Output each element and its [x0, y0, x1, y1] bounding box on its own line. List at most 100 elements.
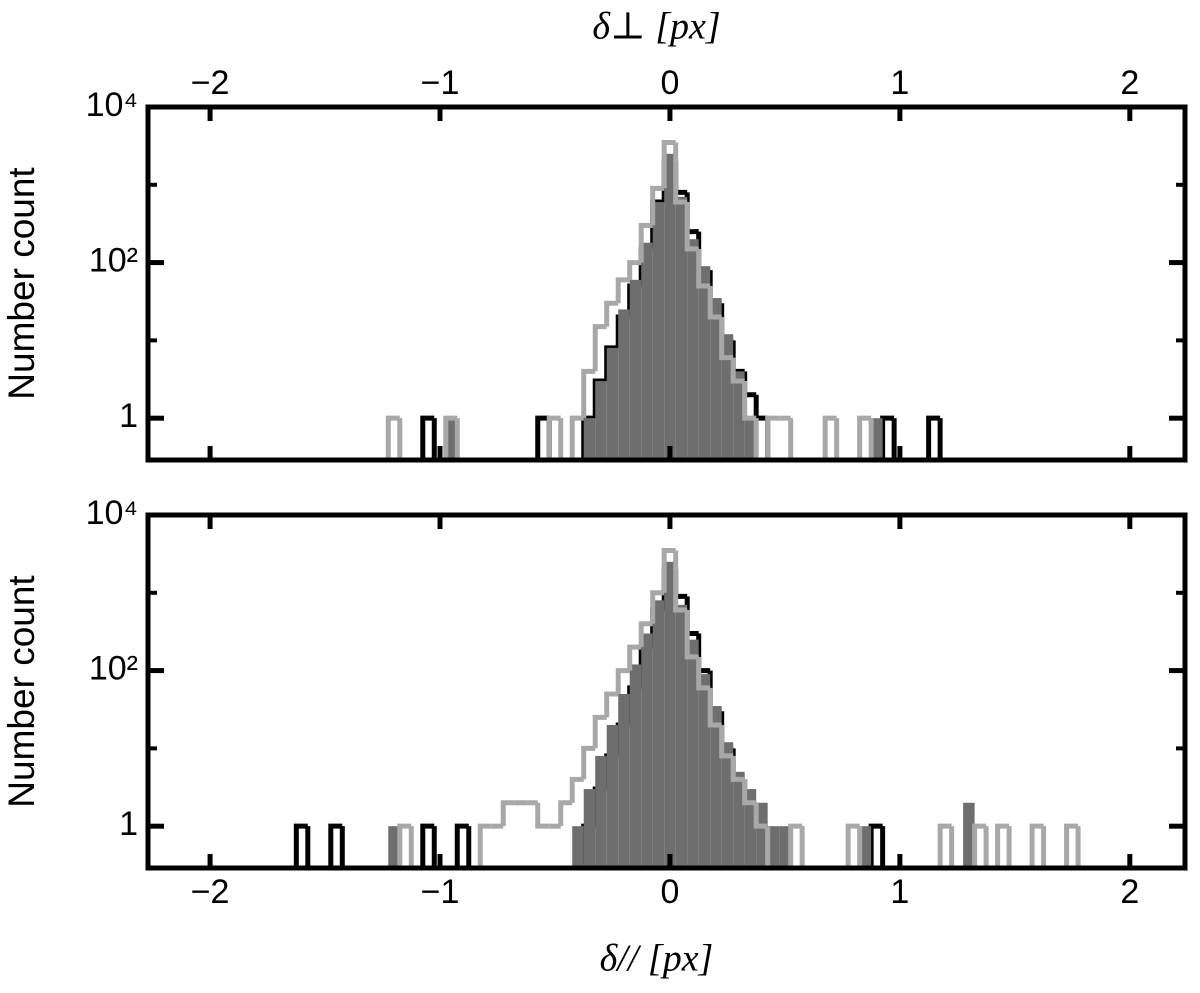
hist-step: [397, 418, 403, 460]
hist-step: [742, 381, 757, 421]
y-tick-label: 10²: [89, 650, 138, 688]
plot-area: [385, 139, 943, 460]
hist-step: [305, 826, 311, 868]
hist-step: [500, 800, 515, 827]
hist-bar: [388, 826, 400, 868]
hist-step: [293, 823, 308, 868]
hist-step: [454, 823, 469, 868]
x-tick-label: −1: [421, 64, 460, 102]
hist-step: [604, 345, 619, 382]
hist-step: [719, 316, 734, 361]
hist-step: [477, 823, 492, 868]
hist-step: [1029, 823, 1044, 868]
hist-step: [339, 826, 345, 868]
hist-step: [328, 823, 343, 868]
hist-step: [408, 826, 414, 868]
x-tick-label: −2: [191, 64, 230, 102]
hist-step: [604, 300, 619, 327]
y-tick-label: 10⁴: [86, 86, 138, 124]
axes-frame: [145, 104, 1188, 463]
x-tick-label: −1: [421, 873, 460, 911]
x-tick-label: 2: [1120, 64, 1139, 102]
x-tick-label: −2: [191, 873, 230, 911]
hist-bar: [756, 802, 768, 868]
hist-step: [742, 779, 757, 806]
hist-step: [661, 139, 676, 189]
x-tick-label: 0: [660, 64, 679, 102]
hist-step: [650, 185, 665, 226]
hist-bar: [710, 706, 722, 868]
y-tick-label: 1: [119, 397, 138, 435]
x-tick-label: 1: [890, 873, 909, 911]
hist-step: [937, 823, 952, 868]
hist-step: [569, 776, 584, 803]
hist-step: [753, 418, 759, 460]
hist-step: [397, 823, 412, 868]
hist-step: [822, 415, 837, 460]
hist-bar: [641, 633, 653, 868]
hist-step: [546, 415, 561, 460]
hist-step: [788, 418, 794, 460]
hist-step: [868, 823, 883, 868]
hist-step: [880, 826, 886, 868]
hist-step: [558, 418, 564, 460]
hist-bar: [583, 789, 596, 868]
hist-step: [558, 800, 573, 827]
hist-step: [707, 286, 722, 320]
hist-step: [650, 590, 665, 624]
hist-step: [443, 415, 458, 460]
hist-step: [581, 368, 596, 419]
hist-bar: [733, 771, 745, 868]
hist-step: [799, 826, 805, 868]
hist-step: [466, 826, 472, 868]
hist-bar: [767, 826, 780, 868]
hist-bar: [618, 309, 630, 460]
hist-step: [995, 823, 1010, 868]
hist-bar: [687, 639, 699, 868]
hist-bar: [687, 239, 699, 460]
hist-step: [730, 755, 745, 782]
hist-bar: [721, 742, 734, 868]
hist-step: [638, 621, 653, 648]
y-tick-label: 1: [119, 805, 138, 843]
hist-bar: [744, 789, 757, 868]
hist-bar: [641, 242, 653, 460]
hist-step: [696, 656, 711, 691]
hist-step: [926, 415, 941, 460]
hist-step: [696, 248, 711, 289]
hist-step: [615, 668, 630, 695]
hist-bar: [698, 266, 711, 460]
hist-bar: [618, 694, 630, 868]
hist-step: [857, 826, 863, 868]
hist-step: [765, 415, 780, 460]
hist-bar: [445, 418, 458, 460]
hist-bar: [698, 674, 711, 868]
hist-step: [454, 418, 460, 460]
hist-step: [937, 418, 943, 460]
hist-step: [627, 644, 642, 671]
x-tick-label: 1: [890, 64, 909, 102]
hist-step: [1064, 823, 1079, 868]
hist-step: [891, 418, 897, 460]
hist-step: [1041, 826, 1047, 868]
hist-bar: [675, 604, 688, 868]
hist-step: [615, 277, 630, 304]
hist-step: [730, 357, 745, 384]
hist-step: [719, 724, 734, 759]
hist-bar: [606, 347, 619, 460]
hist-step: [581, 745, 596, 780]
hist-bar: [652, 600, 665, 868]
plot-area: [293, 547, 1081, 868]
y-axis-label: Number count: [1, 167, 42, 400]
x-tick-label: 0: [660, 873, 679, 911]
hist-bar: [733, 371, 745, 460]
hist-step: [707, 687, 722, 728]
hist-step: [535, 802, 550, 829]
hist-step: [535, 415, 550, 460]
hist-bar: [629, 279, 642, 460]
y-axis-label: Number count: [1, 575, 42, 808]
hist-step: [684, 202, 699, 252]
hist-bar: [606, 724, 619, 868]
